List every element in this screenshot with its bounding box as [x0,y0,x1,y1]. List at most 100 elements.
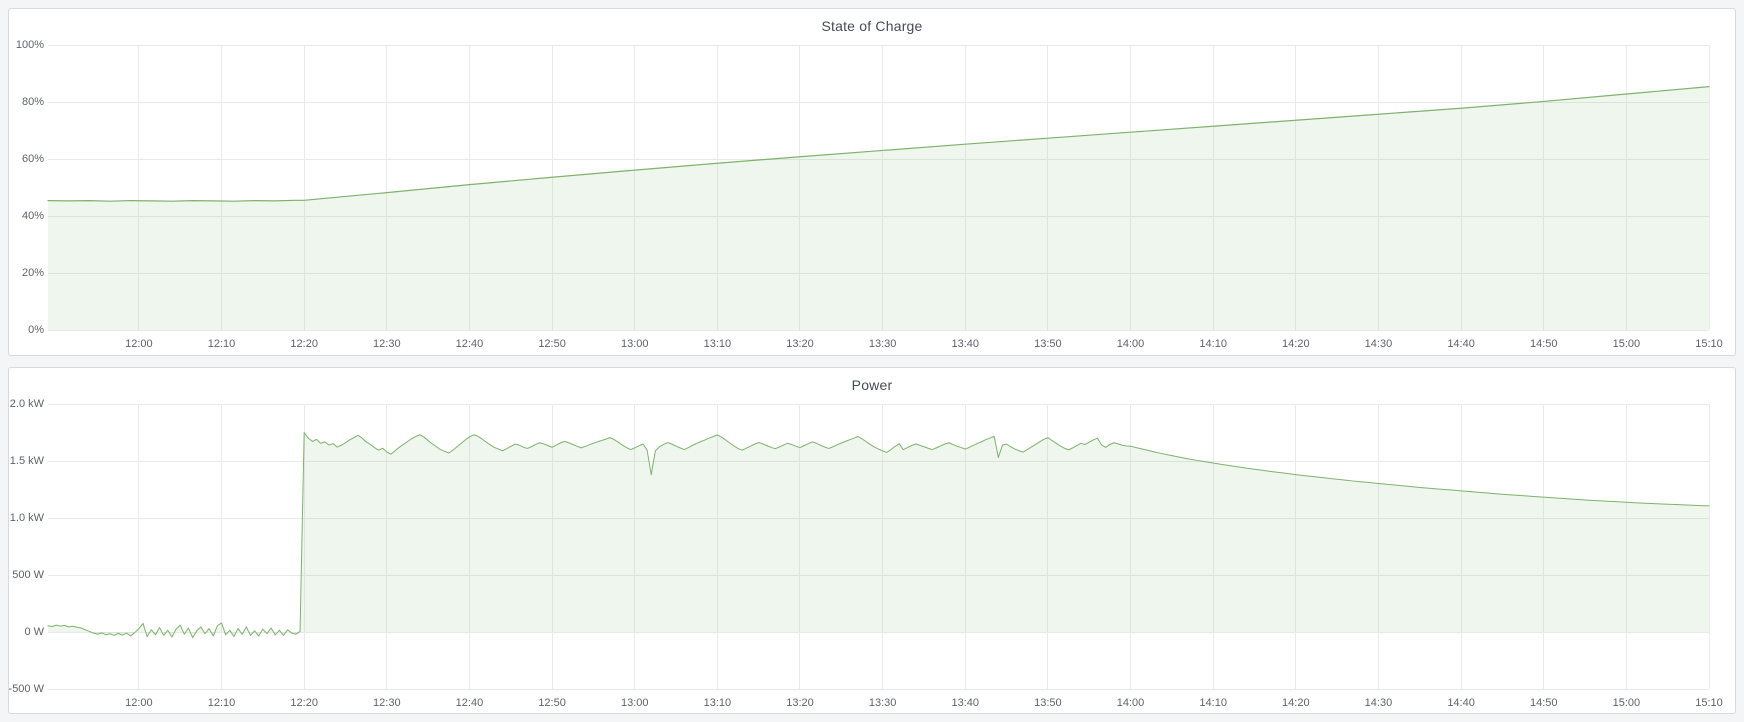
gridline-vertical [1625,404,1627,689]
gridline-horizontal [48,574,1709,576]
y-tick-label: 1.5 kW [9,455,44,467]
x-tick-label: 14:40 [1447,697,1475,709]
y-tick-label: 60% [21,153,44,165]
gridline-horizontal [48,44,1709,46]
gridline-vertical [138,45,140,330]
y-tick-label: 1.0 kW [9,512,44,524]
gridline-vertical [634,45,636,330]
gridline-vertical [468,404,470,689]
gridline-horizontal [48,329,1709,331]
x-tick-label: 15:10 [1695,338,1723,350]
panel-title: Power [851,377,893,393]
panel-title: State of Charge [821,18,923,34]
x-tick-label: 13:40 [951,697,980,709]
gridline-vertical [1708,45,1710,330]
power-y-axis-labels: -500 W 0 W 500 W 1.0 kW 1.5 kW 2.0 kW [9,398,44,695]
power-plot-area[interactable] [47,403,1710,690]
gridline-horizontal [48,272,1709,274]
x-tick-label: 12:20 [290,697,318,709]
gridline-vertical [1295,404,1297,689]
y-tick-label: 2.0 kW [9,398,44,410]
x-tick-label: 12:10 [207,697,236,709]
x-tick-label: 12:30 [373,697,401,709]
series-line [47,86,1710,202]
gridline-vertical [1543,45,1545,330]
power_watts-series [47,432,1710,639]
gridline-vertical [551,45,553,330]
x-tick-label: 13:10 [703,697,732,709]
gridline-vertical [221,404,223,689]
gridline-vertical [634,404,636,689]
panel-state-of-charge: State of Charge 0% 20% 40% 60% 80% 100% 12:00… [8,8,1736,356]
x-tick-label: 14:10 [1199,697,1227,709]
gridline-vertical [1543,404,1545,689]
panel-header-state-of-charge[interactable]: State of Charge [9,9,1735,43]
gridline-horizontal [48,460,1709,462]
soc-y-axis-labels: 0% 20% 40% 60% 80% 100% [9,39,44,336]
x-tick-label: 14:00 [1116,697,1145,709]
y-tick-label: 500 W [12,569,44,581]
x-tick-label: 12:20 [290,338,318,350]
gridline-vertical [1130,45,1132,330]
y-tick-label: 100% [15,39,44,51]
x-tick-label: 13:30 [868,338,897,350]
x-tick-label: 12:50 [538,338,566,350]
series-area-fill [48,432,1709,638]
gridline-vertical [1377,45,1379,330]
soc-plot-area[interactable] [47,44,1710,331]
x-tick-label: 14:30 [1364,338,1393,350]
power-x-axis-labels: 12:00 12:10 12:20 12:30 12:40 12:50 13:00 13:10… [48,689,1723,713]
gridline-vertical [468,45,470,330]
x-tick-label: 15:00 [1612,697,1641,709]
x-tick-label: 13:30 [868,697,897,709]
state_of_charge_percent-series [47,86,1710,330]
x-tick-label: 14:30 [1364,697,1393,709]
gridline-horizontal [48,101,1709,103]
x-tick-label: 14:50 [1529,697,1558,709]
series-line [47,432,1710,639]
y-tick-label: 40% [21,210,44,222]
gridline-vertical [138,404,140,689]
gridline-horizontal [48,158,1709,160]
x-tick-label: 15:00 [1612,338,1641,350]
gridline-vertical [551,404,553,689]
x-tick-label: 13:50 [1034,338,1062,350]
gridline-horizontal [48,215,1709,217]
x-tick-label: 13:20 [786,697,814,709]
gridline-vertical [1212,45,1214,330]
gridline-vertical [1047,45,1049,330]
panel-header-power[interactable]: Power [9,368,1735,402]
x-tick-label: 14:20 [1282,338,1310,350]
y-tick-label: -500 W [8,683,44,695]
gridline-vertical [1460,45,1462,330]
x-tick-label: 13:40 [951,338,980,350]
gridline-vertical [1212,404,1214,689]
x-tick-label: 13:00 [620,697,649,709]
gridline-vertical [1460,404,1462,689]
gridline-vertical [882,45,884,330]
x-tick-label: 14:50 [1529,338,1558,350]
gridline-vertical [303,45,305,330]
gridline-vertical [386,45,388,330]
gridline-vertical [1047,404,1049,689]
series-area-fill [48,86,1709,330]
x-tick-label: 14:00 [1116,338,1145,350]
x-tick-label: 13:00 [620,338,649,350]
panel-power: Power -500 W 0 W 500 W 1.0 kW 1.5 kW 2.0 kW 1… [8,367,1736,714]
gridline-vertical [1295,45,1297,330]
gridline-vertical [716,404,718,689]
gridline-vertical [882,404,884,689]
x-tick-label: 15:10 [1695,697,1723,709]
gridline-vertical [303,404,305,689]
gridline-vertical [799,404,801,689]
x-tick-label: 14:40 [1447,338,1475,350]
gridline-horizontal [48,517,1709,519]
x-tick-label: 12:30 [373,338,401,350]
x-tick-label: 12:00 [125,338,153,350]
gridline-vertical [1625,45,1627,330]
x-tick-label: 12:00 [125,697,153,709]
x-tick-label: 12:50 [538,697,566,709]
x-tick-label: 13:50 [1034,697,1062,709]
x-tick-label: 12:40 [455,697,484,709]
y-tick-label: 20% [21,267,44,279]
